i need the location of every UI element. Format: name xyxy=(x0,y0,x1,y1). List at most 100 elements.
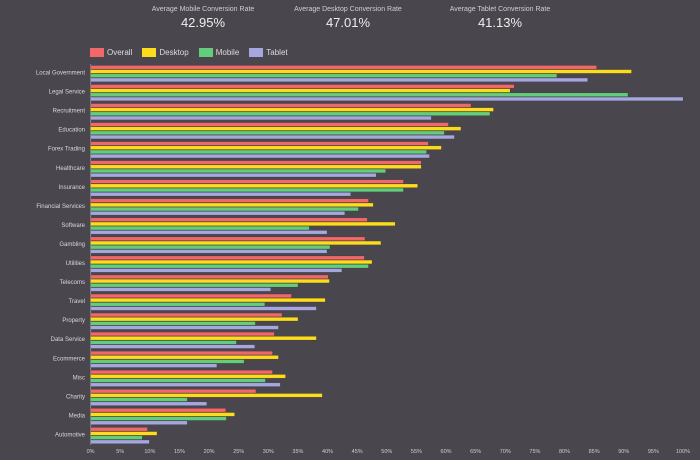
category-label: Local Government xyxy=(36,71,85,77)
legend-swatch xyxy=(142,48,157,57)
bar-tablet xyxy=(90,268,342,273)
legend-item-desktop[interactable]: Desktop xyxy=(142,48,189,57)
category-label: Travel xyxy=(69,299,85,305)
bar-tablet xyxy=(90,135,455,140)
bar-mobile xyxy=(90,340,237,345)
bar-overall xyxy=(90,103,472,108)
bar-tablet xyxy=(90,173,377,178)
x-tick-label: 10% xyxy=(144,449,155,455)
bar-tablet xyxy=(90,306,317,311)
bar-tablet xyxy=(90,363,217,368)
bar-overall xyxy=(90,389,257,394)
bar-overall xyxy=(90,332,275,337)
x-tick-label: 0% xyxy=(87,449,95,455)
category-label: Gambling xyxy=(59,242,85,248)
bar-overall xyxy=(90,160,422,165)
x-tick-label: 35% xyxy=(292,449,303,455)
bar-mobile xyxy=(90,264,369,269)
bar-overall xyxy=(90,217,368,222)
x-tick-label: 75% xyxy=(529,449,540,455)
bar-overall xyxy=(90,179,404,184)
bar-desktop xyxy=(90,355,279,360)
bar-desktop xyxy=(90,69,632,74)
x-tick-label: 25% xyxy=(233,449,244,455)
category-label: Telecoms xyxy=(60,280,85,286)
bar-mobile xyxy=(90,302,265,307)
bar-desktop xyxy=(90,202,374,207)
x-tick-label: 15% xyxy=(174,449,185,455)
bar-overall xyxy=(90,255,365,260)
bar-overall xyxy=(90,198,369,203)
legend-label: Overall xyxy=(107,48,133,57)
bar-desktop xyxy=(90,336,317,341)
x-tick-label: 55% xyxy=(411,449,422,455)
category-label: Charity xyxy=(66,394,85,400)
bar-mobile xyxy=(90,321,256,326)
chart-legend: Overall Desktop Mobile Tablet xyxy=(90,48,288,57)
bar-overall xyxy=(90,84,515,89)
bar-desktop xyxy=(90,183,418,188)
bar-tablet xyxy=(90,96,684,101)
category-label: Data Service xyxy=(51,337,86,343)
category-label: Financial Services xyxy=(36,204,85,210)
bar-desktop xyxy=(90,221,396,226)
x-tick-label: 60% xyxy=(441,449,452,455)
category-label: Automotive xyxy=(55,432,86,438)
bar-desktop xyxy=(90,107,494,112)
bar-desktop xyxy=(90,431,158,436)
bar-mobile xyxy=(90,397,188,402)
legend-item-tablet[interactable]: Tablet xyxy=(249,48,288,57)
stat-label: Average Mobile Conversion Rate xyxy=(151,6,255,13)
bar-tablet xyxy=(90,382,281,387)
category-label: Recruitment xyxy=(53,109,86,115)
bar-desktop xyxy=(90,393,323,398)
bar-tablet xyxy=(90,287,271,292)
bar-mobile xyxy=(90,207,359,212)
legend-swatch xyxy=(90,48,104,57)
bar-desktop xyxy=(90,298,326,303)
bar-desktop xyxy=(90,412,235,417)
bar-mobile xyxy=(90,359,245,364)
x-tick-label: 90% xyxy=(618,449,629,455)
x-tick-label: 40% xyxy=(322,449,333,455)
bar-desktop xyxy=(90,374,286,379)
category-label: Misc xyxy=(73,375,85,381)
bar-desktop xyxy=(90,145,442,150)
bar-overall xyxy=(90,274,329,279)
legend-swatch xyxy=(198,48,213,57)
bar-mobile xyxy=(90,187,404,192)
bar-tablet xyxy=(90,344,255,349)
bar-tablet xyxy=(90,325,279,330)
bar-tablet xyxy=(90,401,207,406)
bar-mobile xyxy=(90,416,227,421)
bar-overall xyxy=(90,65,597,70)
bar-tablet xyxy=(90,115,432,120)
legend-item-mobile[interactable]: Mobile xyxy=(198,48,239,57)
stat-value: 41.13% xyxy=(477,15,523,30)
category-label: Utilities xyxy=(66,261,85,267)
bar-mobile xyxy=(90,111,491,116)
legend-swatch xyxy=(249,48,264,57)
bar-mobile xyxy=(90,149,427,154)
x-tick-label: 45% xyxy=(352,449,363,455)
stat-label: Average Desktop Conversion Rate xyxy=(294,6,402,13)
bar-tablet xyxy=(90,192,351,197)
category-label: Legal Service xyxy=(49,90,86,96)
legend-label: Tablet xyxy=(266,48,288,57)
stat-mobile: Average Mobile Conversion Rate 42.95% xyxy=(113,6,293,30)
stat-label: Average Tablet Conversion Rate xyxy=(449,6,551,13)
stat-value: 42.95% xyxy=(180,15,226,30)
bar-overall xyxy=(90,141,429,146)
bar-tablet xyxy=(90,154,430,159)
bar-mobile xyxy=(90,245,331,250)
x-tick-label: 95% xyxy=(648,449,659,455)
bar-mobile xyxy=(90,168,386,173)
legend-item-overall[interactable]: Overall xyxy=(90,48,132,57)
bar-mobile xyxy=(90,226,310,231)
x-tick-label: 100% xyxy=(676,449,690,455)
category-label: Property xyxy=(62,318,85,324)
x-tick-label: 65% xyxy=(470,449,481,455)
bar-desktop xyxy=(90,260,373,265)
x-tick-label: 80% xyxy=(559,449,570,455)
